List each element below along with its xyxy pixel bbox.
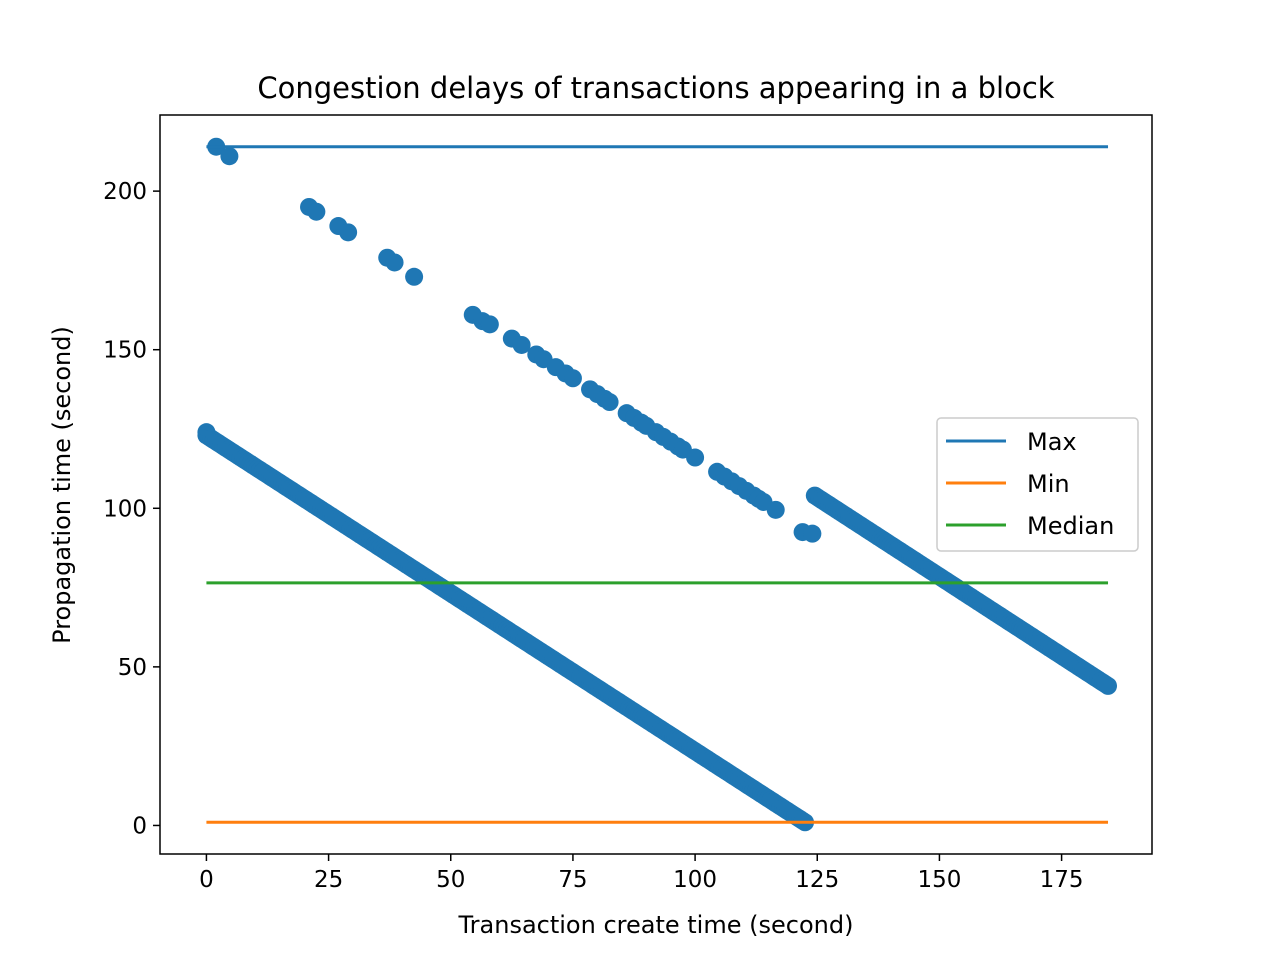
scatter-point [220,147,239,166]
scatter-point [339,223,358,242]
scatter-point [307,202,326,221]
y-tick-label: 50 [118,655,147,681]
scatter-point [1099,676,1118,695]
legend: Max Min Median [936,417,1139,552]
scatter-point [512,335,531,354]
y-tick-label: 200 [103,179,147,205]
x-tick-label: 25 [314,867,343,893]
y-axis-label: Propagation time (second) [48,326,76,644]
series-lines [206,145,1109,824]
scatter-point [405,267,424,286]
plot-frame [159,114,1153,855]
x-tick-label: 50 [436,867,465,893]
legend-label-median: Median [1027,512,1114,540]
plot-area [159,114,1153,855]
x-tick-label: 175 [1040,867,1084,893]
scatter-point [766,500,785,519]
x-tick-label: 100 [673,867,717,893]
y-tick-label: 0 [132,813,147,839]
scatter-point [686,448,705,467]
legend-label-max: Max [1027,428,1077,456]
legend-frame [936,417,1139,552]
y-axis: 0 50 100 150 200 [103,179,160,839]
chart-title: Congestion delays of transactions appear… [257,71,1054,105]
x-tick-label: 150 [917,867,961,893]
scatter-point [480,315,499,334]
y-tick-label: 100 [103,496,147,522]
scatter-point [563,369,582,388]
scatter-points [197,137,1118,832]
x-tick-label: 0 [199,867,214,893]
x-tick-label: 125 [795,867,839,893]
y-tick-label: 150 [103,338,147,364]
x-tick-label: 75 [558,867,587,893]
scatter-point [600,393,619,412]
x-axis-label: Transaction create time (second) [458,911,854,939]
x-axis: 0 25 50 75 100 125 150 175 [199,854,1084,893]
scatter-point [803,524,822,543]
scatter-point [385,253,404,272]
legend-label-min: Min [1027,470,1070,498]
